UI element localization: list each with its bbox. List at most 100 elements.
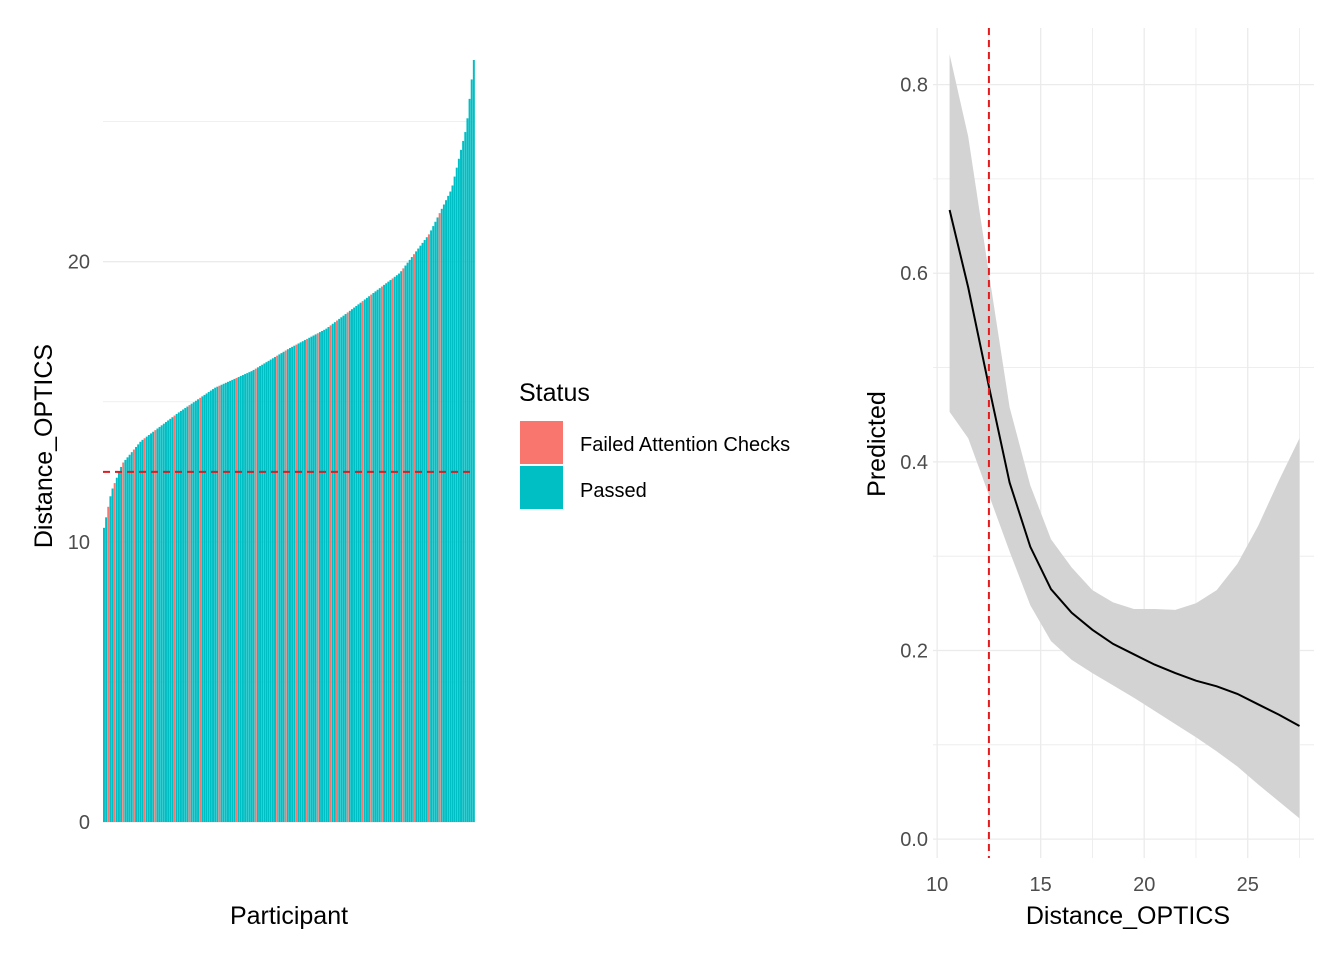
bar-passed	[376, 289, 379, 823]
line-y-tick-label: 0.6	[900, 263, 928, 285]
bar-passed	[179, 410, 182, 822]
bar-passed	[175, 413, 178, 822]
bar-passed	[455, 167, 458, 822]
line-x-tick-label: 20	[1133, 874, 1155, 896]
bar-passed	[442, 204, 445, 822]
legend-label-passed: Passed	[580, 480, 647, 502]
bar-failed	[143, 438, 146, 822]
bar-passed	[363, 299, 366, 822]
bar-passed	[115, 477, 118, 822]
bar-panel: 0 10 20 Participant Distance_OPTICS	[30, 60, 475, 930]
bar-passed	[237, 376, 240, 822]
bar-failed	[113, 483, 116, 822]
bar-passed	[212, 389, 215, 822]
bar-passed	[126, 457, 129, 822]
bar-failed	[188, 405, 191, 822]
line-y-tick-label: 0.4	[900, 452, 928, 474]
bar-passed	[233, 378, 236, 822]
bar-passed	[186, 406, 189, 822]
line-x-tick-labels: 10 15 20 25	[926, 874, 1259, 896]
bar-passed	[406, 262, 409, 823]
bar-passed	[182, 409, 185, 822]
bar-x-axis-title: Participant	[230, 902, 348, 930]
bar-marks	[103, 60, 475, 823]
bar-passed	[340, 317, 343, 822]
bar-passed	[440, 208, 443, 823]
bar-passed	[297, 343, 300, 822]
bar-passed	[472, 60, 475, 822]
bar-passed	[447, 195, 450, 822]
bar-failed	[329, 325, 332, 822]
bar-passed	[165, 422, 167, 822]
bar-passed	[385, 283, 388, 822]
bar-failed	[336, 320, 339, 822]
bar-failed	[346, 312, 349, 822]
bar-passed	[220, 384, 223, 822]
bar-passed	[286, 349, 289, 822]
bar-passed	[436, 217, 439, 822]
bar-failed	[218, 385, 221, 822]
bar-passed	[141, 439, 144, 822]
bar-passed	[338, 318, 341, 822]
bar-passed	[312, 335, 315, 822]
bar-passed	[325, 328, 328, 822]
bar-passed	[460, 149, 463, 823]
bar-passed	[462, 140, 465, 822]
bar-passed	[128, 454, 131, 822]
line-y-tick-label: 0.2	[900, 641, 928, 663]
bar-passed	[194, 400, 197, 822]
bar-passed	[387, 281, 390, 822]
legend-swatch-failed	[520, 421, 563, 464]
bar-failed	[254, 368, 257, 822]
bar-passed	[293, 345, 296, 822]
bar-passed	[152, 431, 155, 822]
bar-passed	[342, 315, 345, 822]
bar-passed	[274, 356, 277, 822]
bar-passed	[111, 488, 114, 822]
bar-failed	[413, 254, 415, 822]
line-panel: 0.0 0.2 0.4 0.6 0.8 10 15 20 25 Distance_OPTICS…	[863, 28, 1314, 930]
bar-failed	[295, 344, 298, 822]
legend-title: Status	[519, 379, 590, 407]
bar-passed	[410, 257, 413, 822]
bar-passed	[256, 367, 259, 822]
bar-passed	[252, 369, 255, 822]
bar-passed	[278, 354, 281, 822]
bar-passed	[231, 379, 234, 822]
bar-passed	[404, 265, 407, 823]
bar-passed	[190, 403, 193, 822]
bar-passed	[421, 242, 424, 823]
bar-passed	[150, 433, 153, 822]
bar-passed	[205, 393, 208, 822]
bar-passed	[241, 375, 244, 822]
bar-passed	[470, 79, 473, 822]
bar-passed	[355, 305, 358, 823]
bar-passed	[124, 459, 127, 822]
bar-failed	[380, 286, 383, 822]
bar-passed	[393, 276, 396, 822]
bar-passed	[299, 342, 302, 822]
bar-passed	[417, 248, 420, 822]
bar-passed	[398, 273, 401, 822]
bar-passed	[408, 259, 411, 823]
bar-passed	[162, 423, 165, 822]
line-y-axis-title: Predicted	[863, 391, 891, 497]
line-y-tick-label: 0.8	[900, 75, 928, 97]
bar-passed	[156, 428, 159, 822]
bar-passed	[135, 446, 138, 822]
bar-failed	[154, 430, 157, 822]
bar-failed	[316, 333, 319, 822]
line-y-tick-labels: 0.0 0.2 0.4 0.6 0.8	[900, 75, 928, 852]
bar-passed	[244, 374, 247, 822]
bar-passed	[207, 391, 210, 822]
line-x-tick-label: 10	[926, 874, 948, 896]
bar-passed	[289, 347, 291, 822]
bar-passed	[331, 323, 334, 822]
bar-passed	[372, 292, 375, 822]
bar-passed	[400, 271, 403, 823]
bar-passed	[318, 332, 321, 822]
bar-passed	[109, 496, 112, 822]
bar-failed	[122, 462, 125, 822]
bar-passed	[301, 341, 304, 822]
